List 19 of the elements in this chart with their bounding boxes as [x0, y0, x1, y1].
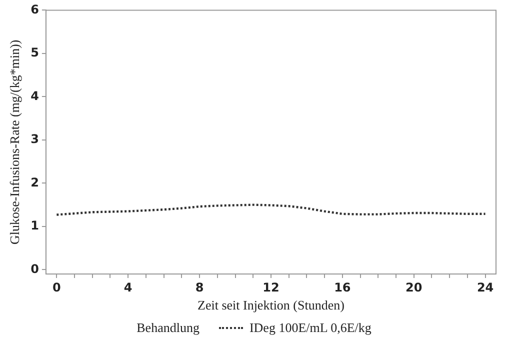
legend-title: Behandlung [136, 320, 200, 336]
x-tick-label: 20 [405, 280, 422, 294]
x-tick-label: 24 [476, 280, 494, 294]
y-tick-label: 1 [30, 218, 39, 233]
y-tick-label: 5 [30, 46, 39, 60]
legend-label: IDeg 100E/mL 0,6E/kg [249, 320, 372, 336]
x-tick-label: 0 [52, 280, 61, 294]
x-tick-label: 4 [124, 280, 132, 294]
y-tick-label: 6 [30, 2, 39, 16]
y-tick-label: 2 [30, 175, 39, 190]
y-tick-label: 4 [30, 88, 39, 103]
x-tick-label: 12 [262, 280, 280, 294]
y-tick-label: 3 [30, 132, 39, 146]
x-axis-title: Zeit seit Injektion (Stunden) [198, 298, 344, 313]
line-series [56, 204, 486, 216]
x-tick-label: 16 [334, 280, 351, 294]
y-tick-label: 0 [30, 262, 39, 276]
x-tick-label: 8 [195, 280, 204, 294]
y-axis-title: Glukose-Infusions-Rate (mg/(kg*min)) [7, 40, 22, 244]
